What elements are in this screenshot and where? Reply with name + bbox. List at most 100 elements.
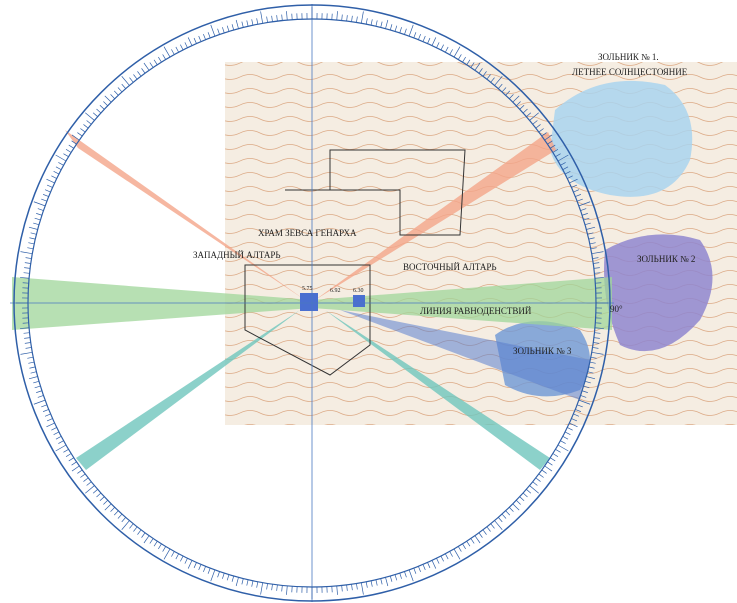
compass-tick xyxy=(591,351,604,355)
compass-tick xyxy=(583,217,590,221)
compass-tick xyxy=(235,19,239,29)
compass-tick xyxy=(519,496,525,502)
compass-tick xyxy=(413,568,417,574)
compass-tick xyxy=(526,489,532,494)
elevation: 6.92 xyxy=(330,288,341,294)
compass-tick xyxy=(256,581,259,588)
compass-tick xyxy=(24,262,31,264)
label: ЗОЛЬНИК № 2 xyxy=(637,254,695,264)
compass-tick xyxy=(552,149,559,153)
compass-tick xyxy=(573,189,580,193)
compass-tick xyxy=(431,560,437,569)
compass-tick xyxy=(375,20,378,27)
compass-tick xyxy=(256,18,259,25)
compass-tick xyxy=(163,548,171,560)
compass-tick xyxy=(586,226,596,230)
compass-tick xyxy=(171,551,175,557)
compass-tick xyxy=(356,583,358,590)
compass-tick xyxy=(55,166,62,170)
compass-tick xyxy=(549,144,556,149)
compass-tick xyxy=(77,132,83,137)
compass-tick xyxy=(33,399,46,405)
compass-tick xyxy=(44,189,51,193)
compass-tick xyxy=(588,366,595,369)
compass-tick xyxy=(580,208,587,211)
compass-tick xyxy=(544,134,553,141)
compass-tick xyxy=(385,19,389,29)
compass-tick xyxy=(573,413,580,417)
compass-tick xyxy=(592,347,599,349)
compass-tick xyxy=(25,347,32,349)
compass-tick xyxy=(203,33,206,40)
compass-tick xyxy=(53,431,60,435)
compass-tick xyxy=(453,46,461,58)
compass-tick xyxy=(286,585,288,595)
compass-tick xyxy=(281,585,283,592)
compass-ticks xyxy=(16,7,608,599)
compass-tick xyxy=(121,520,130,530)
compass-tick xyxy=(34,385,41,389)
compass-tick xyxy=(365,18,368,25)
ray-nw xyxy=(65,130,305,300)
compass-tick xyxy=(46,178,55,184)
compass-tick xyxy=(29,237,36,240)
compass-tick xyxy=(535,477,541,482)
compass-tick xyxy=(571,418,578,422)
compass-tick xyxy=(266,583,268,590)
compass-tick xyxy=(449,49,453,55)
compass-tick xyxy=(346,584,348,591)
compass-tick xyxy=(590,247,597,250)
compass-tick xyxy=(569,178,578,184)
compass-tick xyxy=(564,171,571,175)
compass-tick xyxy=(92,112,98,117)
compass-tick xyxy=(466,540,471,547)
compass-tick xyxy=(478,532,483,538)
compass-tick xyxy=(593,267,600,269)
compass-tick xyxy=(251,19,254,26)
compass-tick xyxy=(588,237,595,240)
compass-tick xyxy=(593,337,600,339)
compass-tick xyxy=(562,436,569,440)
compass-tick xyxy=(51,427,57,431)
compass-tick xyxy=(581,213,588,216)
compass-tick xyxy=(241,578,244,585)
compass-tick xyxy=(58,440,64,444)
compass-tick xyxy=(33,222,40,226)
compass-tick xyxy=(522,108,528,114)
compass-tick xyxy=(544,465,553,472)
compass-tick xyxy=(210,24,216,37)
compass-tick xyxy=(121,83,126,89)
compass-tick xyxy=(351,15,353,22)
compass-tick xyxy=(356,16,358,23)
compass-tick xyxy=(30,232,37,235)
compass-tick xyxy=(575,194,582,197)
compass-tick xyxy=(55,444,67,452)
west-altar-marker xyxy=(300,293,318,311)
compass-tick xyxy=(522,492,528,498)
compass-tick xyxy=(92,489,98,494)
compass-tick xyxy=(33,380,40,384)
label: ВОСТОЧНЫЙ АЛТАРЬ xyxy=(403,262,497,272)
compass-tick xyxy=(162,54,167,60)
compass-tick xyxy=(466,59,471,66)
compass-tick xyxy=(24,337,31,339)
compass-tick xyxy=(113,90,119,96)
compass-tick xyxy=(580,395,587,398)
compass-tick xyxy=(85,112,95,121)
compass-tick xyxy=(346,15,348,22)
compass-tick xyxy=(41,404,47,408)
compass-tick xyxy=(86,481,92,486)
compass-tick xyxy=(581,390,588,393)
compass-tick xyxy=(143,62,150,71)
compass-tick xyxy=(341,585,343,592)
compass-tick xyxy=(547,461,553,466)
compass-tick xyxy=(365,581,368,588)
compass-tick xyxy=(370,580,373,587)
compass-tick xyxy=(501,513,507,519)
compass-tick xyxy=(86,120,92,125)
compass-tick xyxy=(427,37,431,44)
compass-tick xyxy=(445,46,449,53)
compass-tick xyxy=(470,62,475,68)
compass-tick xyxy=(68,144,75,149)
ray-ne xyxy=(315,132,556,300)
